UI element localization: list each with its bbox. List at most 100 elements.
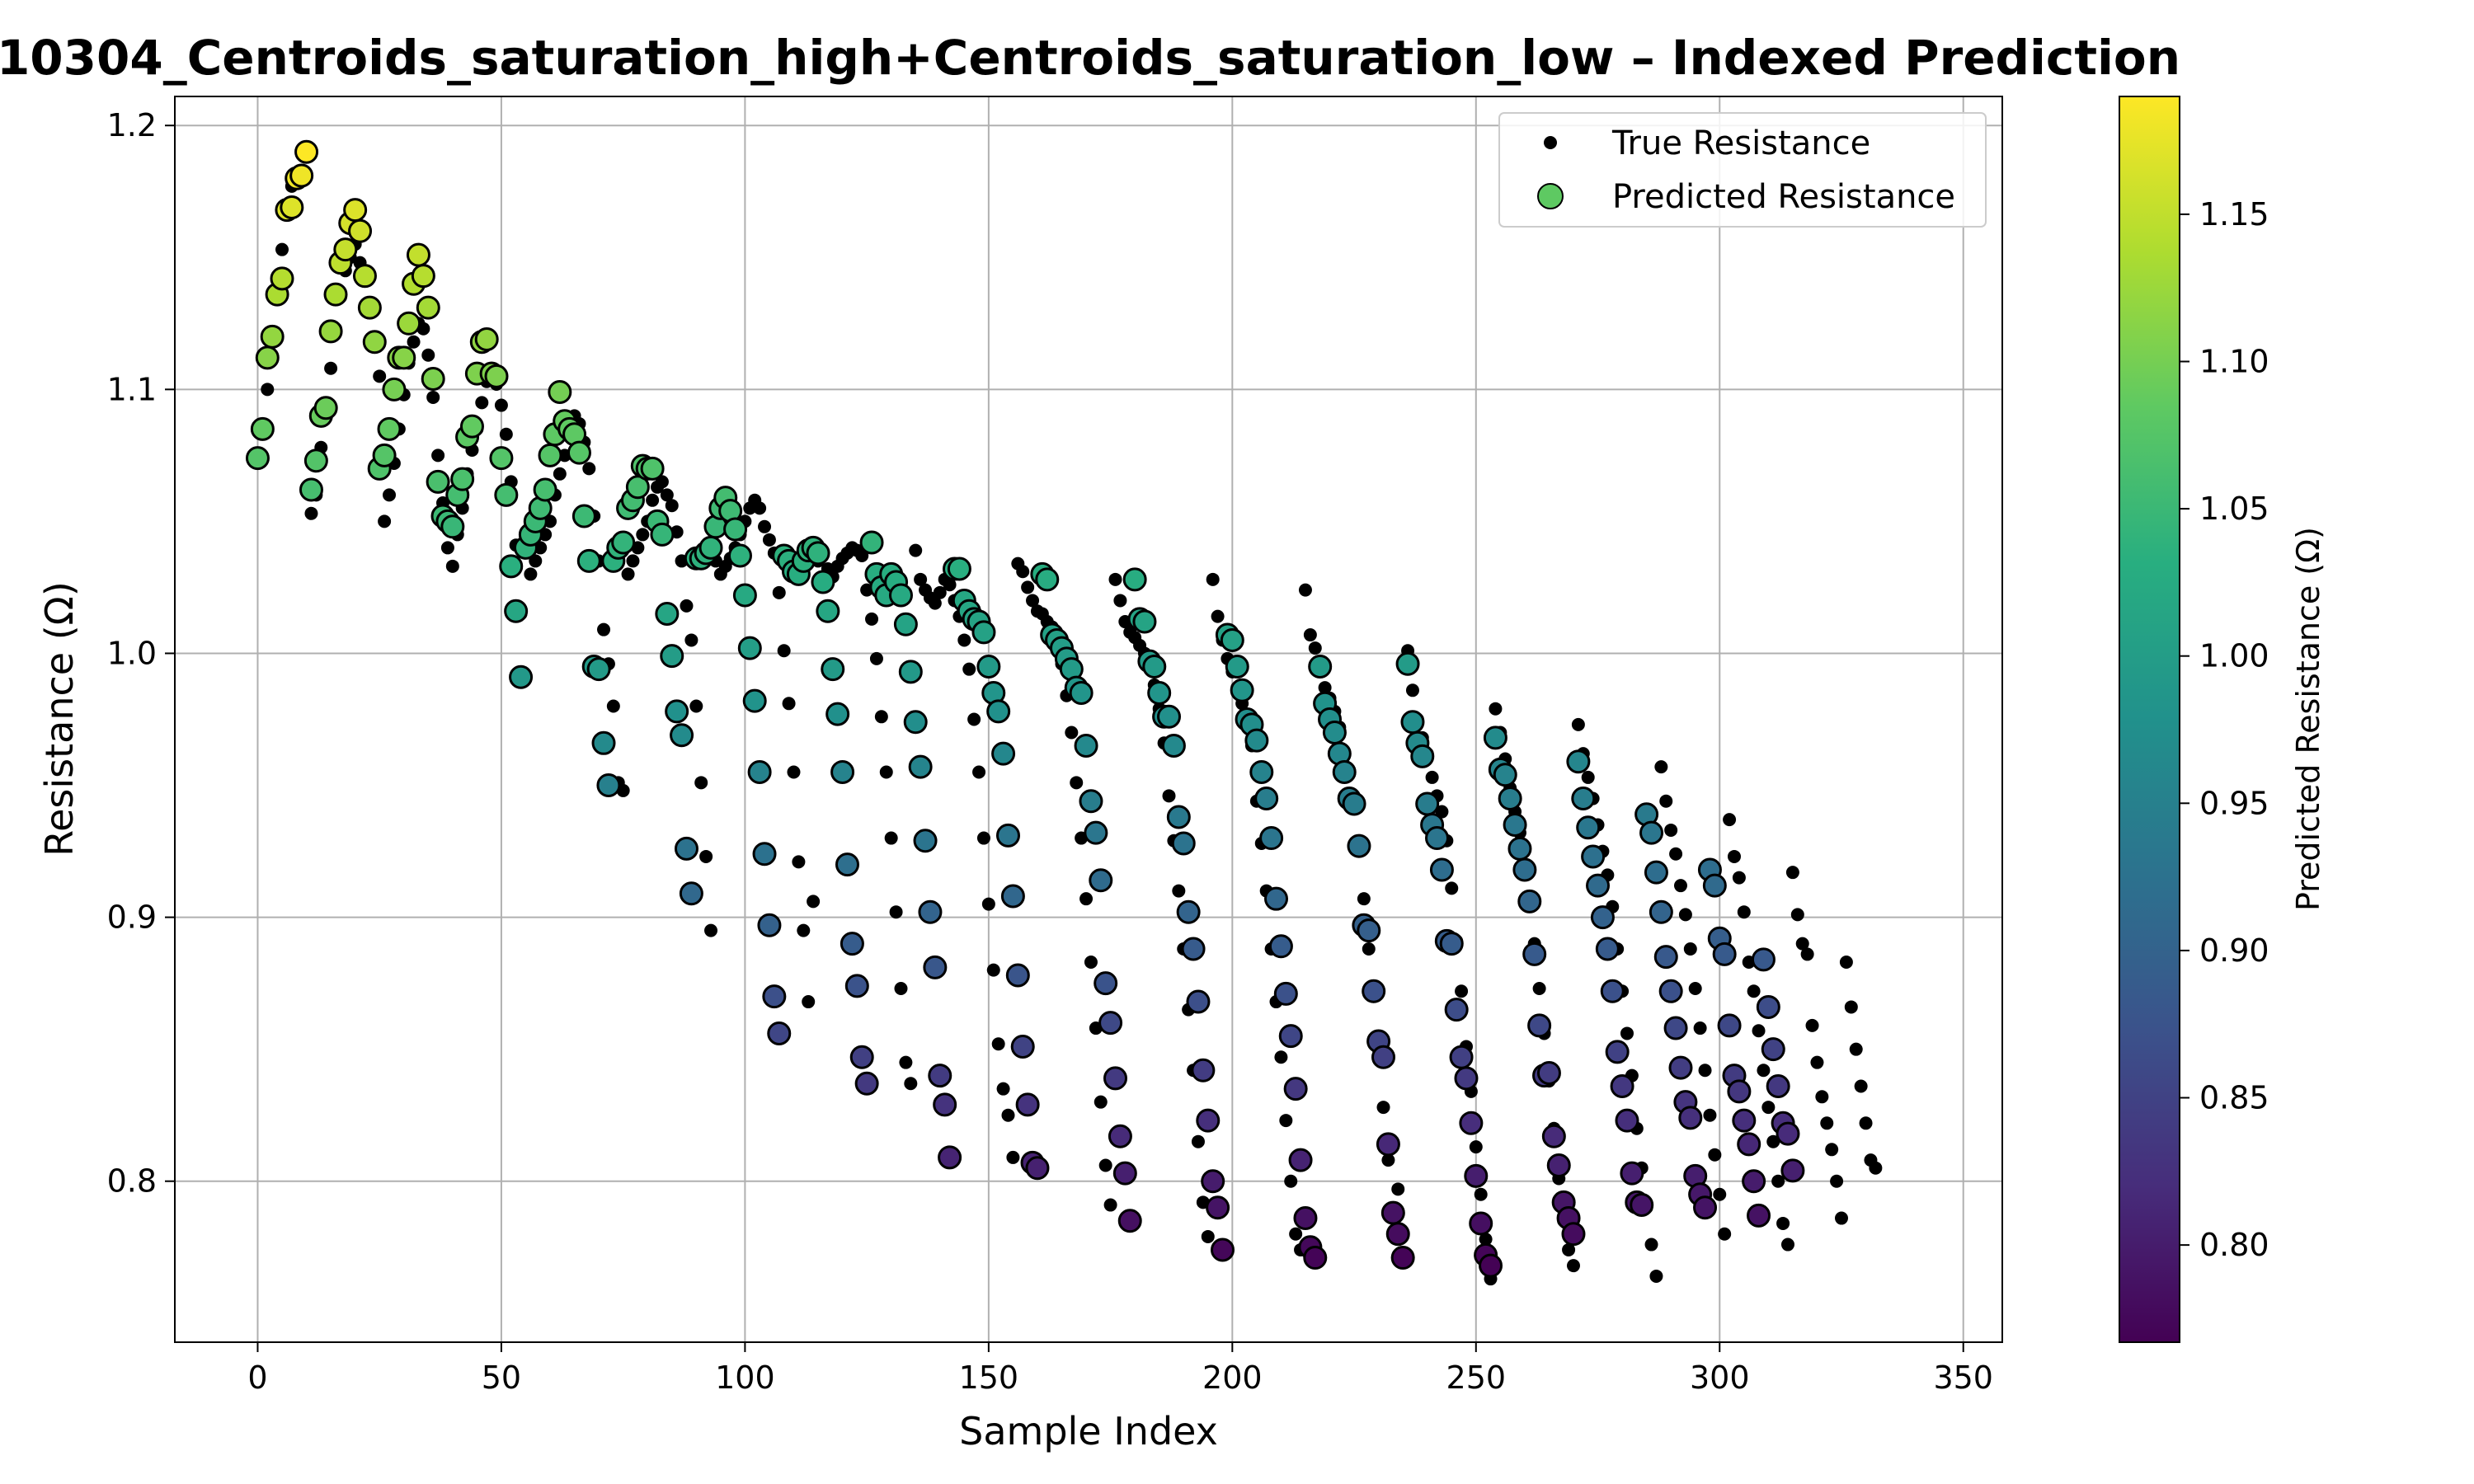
predicted-resistance-point: [947, 556, 971, 581]
predicted-resistance-point: [499, 554, 524, 579]
predicted-resistance-point: [1595, 937, 1620, 961]
true-resistance-point: [1532, 982, 1546, 996]
true-resistance-point: [1820, 1116, 1834, 1130]
predicted-resistance-point: [1439, 932, 1464, 956]
predicted-resistance-point: [1395, 651, 1420, 676]
predicted-resistance-point: [1322, 721, 1347, 745]
predicted-resistance-point: [1541, 1124, 1566, 1148]
predicted-resistance-point: [313, 396, 338, 420]
true-resistance-points: [251, 145, 1883, 1286]
predicted-resistance-point: [1074, 734, 1098, 758]
plot-frame: [174, 96, 2003, 1343]
true-resistance-point: [1581, 770, 1595, 784]
predicted-resistance-point: [938, 1145, 962, 1170]
predicted-resistance-point: [995, 823, 1020, 848]
predicted-resistance-point: [1498, 787, 1522, 811]
predicted-resistance-point: [1663, 1016, 1688, 1040]
legend-marker-predicted: [1537, 183, 1564, 209]
true-resistance-point: [1206, 572, 1220, 586]
true-resistance-point: [792, 855, 806, 869]
predicted-resistance-point: [1157, 704, 1182, 729]
predicted-resistance-point: [1069, 680, 1094, 705]
predicted-resistance-point: [406, 242, 430, 267]
predicted-resistance-point: [1108, 1124, 1132, 1148]
predicted-resistance-point: [333, 237, 358, 262]
predicted-resistance-point: [898, 660, 923, 684]
true-resistance-point: [1834, 1211, 1848, 1225]
predicted-resistance-point: [1025, 1156, 1050, 1181]
true-resistance-point: [1810, 1055, 1824, 1069]
predicted-resistance-point: [1693, 1195, 1718, 1220]
true-resistance-point: [1688, 982, 1702, 996]
predicted-resistance-point: [840, 932, 864, 956]
predicted-resistance-point: [1283, 1077, 1308, 1101]
true-resistance-point: [1079, 892, 1094, 906]
true-resistance-point: [440, 541, 454, 555]
true-resistance-point: [933, 585, 947, 599]
y-tick-label: 1.2: [107, 107, 157, 143]
true-resistance-point: [426, 390, 440, 404]
predicted-resistance-point: [1264, 886, 1289, 911]
true-resistance-point: [928, 596, 942, 610]
predicted-resistance-point: [698, 535, 723, 560]
predicted-resistance-point: [1362, 979, 1386, 1003]
predicted-resistance-point: [1605, 1040, 1630, 1064]
true-resistance-point: [957, 633, 971, 647]
true-resistance-point: [1800, 947, 1814, 961]
predicted-resistance-point: [1742, 1169, 1766, 1194]
predicted-resistance-point: [747, 760, 772, 785]
predicted-resistance-point: [816, 599, 840, 623]
true-resistance-point: [553, 467, 567, 481]
true-resistance-point: [1718, 1227, 1732, 1241]
predicted-resistance-point: [1751, 947, 1776, 972]
predicted-resistance-point: [1098, 1011, 1123, 1036]
true-resistance-point: [1713, 1187, 1727, 1201]
true-resistance-point: [884, 831, 898, 845]
predicted-resistance-point: [421, 367, 445, 392]
true-resistance-point: [1693, 1021, 1707, 1036]
predicted-resistance-point: [806, 541, 830, 566]
true-resistance-point: [1362, 942, 1376, 956]
true-resistance-point: [475, 396, 489, 410]
predicted-resistance-point: [1288, 1148, 1313, 1172]
predicted-resistance-point: [1653, 945, 1678, 970]
true-resistance-point: [914, 572, 928, 586]
true-resistance-point: [1357, 892, 1371, 906]
predicted-resistance-point: [1512, 857, 1537, 882]
predicted-resistance-point: [844, 974, 869, 998]
true-resistance-point: [1381, 1153, 1395, 1167]
predicted-resistance-point: [1142, 654, 1167, 679]
predicted-resistance-point: [1206, 1195, 1230, 1220]
true-resistance-point: [699, 849, 713, 863]
colorbar-tick-label: 1.00: [2199, 638, 2269, 674]
true-resistance-point: [304, 506, 318, 520]
legend-label-predicted: Predicted Resistance: [1612, 178, 1955, 216]
true-resistance-point: [986, 963, 1000, 977]
predicted-resistance-point: [1094, 971, 1118, 996]
true-resistance-point: [1006, 1150, 1020, 1164]
true-resistance-point: [1780, 1237, 1794, 1252]
predicted-resistance-point: [888, 583, 913, 608]
true-resistance-point: [1727, 849, 1741, 863]
true-resistance-point: [1108, 572, 1122, 586]
predicted-resistance-point: [1429, 857, 1454, 882]
grid-lines: [175, 96, 2002, 1342]
true-resistance-point: [1113, 594, 1127, 608]
predicted-resistance-point: [377, 416, 402, 441]
predicted-resistance-point: [727, 543, 752, 568]
predicted-resistance-point: [933, 1092, 957, 1117]
true-resistance-point: [1747, 984, 1761, 998]
true-resistance-point: [909, 543, 923, 557]
true-resistance-point: [1070, 776, 1084, 790]
true-resistance-point: [1771, 1174, 1785, 1188]
true-resistance-point: [1489, 702, 1503, 716]
predicted-resistance-point: [1015, 1092, 1040, 1117]
predicted-resistance-point: [665, 699, 689, 724]
legend-label-true: True Resistance: [1611, 124, 1870, 162]
predicted-resistance-point: [1230, 678, 1254, 702]
predicted-resistance-point: [1425, 826, 1450, 851]
predicted-resistance-point: [1103, 1066, 1128, 1091]
predicted-resistance-point: [923, 955, 948, 979]
true-resistance-point: [524, 567, 538, 581]
predicted-resistance-point: [1268, 934, 1293, 959]
